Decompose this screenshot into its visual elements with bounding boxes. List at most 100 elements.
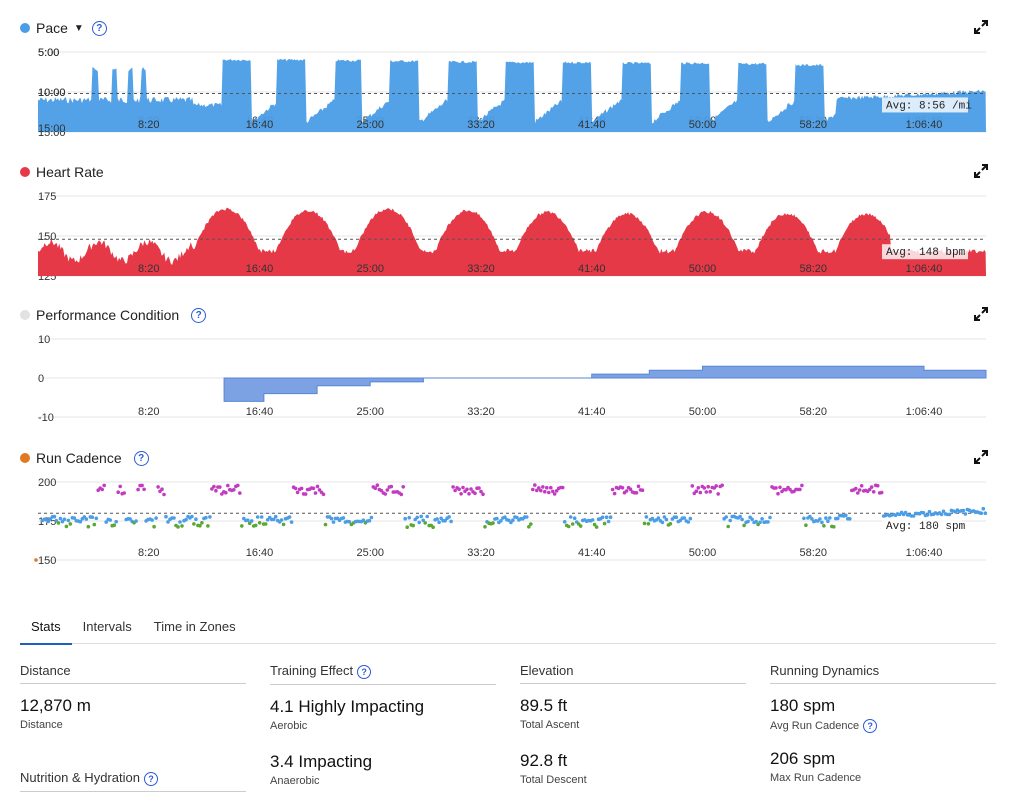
cadence-point: [200, 521, 204, 525]
cadence-point: [640, 488, 645, 492]
cadence-point: [706, 484, 710, 489]
cadence-point: [253, 523, 258, 528]
anaerobic-label: Anaerobic: [270, 774, 320, 787]
help-icon[interactable]: ?: [863, 719, 878, 733]
expand-icon[interactable]: [974, 307, 988, 321]
cadence-point: [465, 487, 469, 492]
expand-icon[interactable]: [974, 450, 988, 464]
cadence-point: [62, 517, 67, 522]
y-tick-label: 200: [38, 477, 56, 489]
pace-chart[interactable]: 5:00 10:00 15:00 8:20 16:40 25:00 33:20 41:40 50…: [0, 40, 1024, 158]
max-cadence-label: Max Run Cadence: [770, 772, 862, 784]
x-tick-label-overlay: 16:40: [246, 263, 274, 275]
max-cadence-value: 206 spm: [770, 749, 836, 768]
cadence-point: [249, 519, 254, 523]
help-icon[interactable]: ?: [91, 20, 107, 36]
y-tick-label: 10: [38, 334, 50, 346]
avg-label: Avg: 148 bpm: [886, 247, 966, 259]
cadence-point: [844, 513, 848, 518]
chevron-down-icon[interactable]: ▼: [73, 22, 84, 34]
cadence-point: [34, 558, 38, 562]
help-icon[interactable]: ?: [191, 307, 207, 323]
cadence-point: [437, 520, 441, 524]
pace-header: Pace ▼ ?: [20, 18, 107, 38]
cadence-point: [247, 521, 252, 526]
cadence-point: [798, 487, 802, 492]
cadence-point: [86, 524, 91, 529]
cadence-point: [140, 483, 144, 488]
cadence-point: [68, 522, 73, 526]
cadence-point: [453, 488, 457, 493]
cadence-point: [403, 516, 408, 521]
cadence-point: [58, 516, 63, 521]
x-tick-label: 50:00: [689, 547, 717, 559]
cadence-point: [600, 515, 605, 520]
x-tick-label-overlay: 50:00: [689, 263, 717, 275]
tab-intervals[interactable]: Intervals: [82, 619, 132, 634]
help-icon[interactable]: ?: [133, 450, 149, 466]
nutrition-header: Nutrition & Hydration?: [20, 770, 246, 792]
y-tick-label: 150: [38, 555, 56, 567]
cadence-point: [694, 489, 699, 493]
cadence-title: Run Cadence: [36, 450, 122, 466]
cadence-point: [612, 491, 617, 496]
cadence-point: [724, 515, 728, 519]
cadence-point: [263, 522, 268, 526]
avg-label: Avg: 180 spm: [886, 521, 966, 533]
cadence-point: [766, 520, 770, 524]
perf-chart[interactable]: 10 0 -10 8:20 16:40 25:00 33:20 41:40 50:00 58:20…: [0, 327, 1024, 445]
cadence-point: [347, 520, 352, 524]
cadence-point: [738, 514, 742, 519]
expand-icon[interactable]: [974, 20, 988, 34]
cadence-point: [375, 483, 380, 487]
cadence-point: [776, 491, 780, 496]
total-descent-value: 92.8 ft: [520, 751, 568, 770]
cadence-point: [560, 485, 565, 490]
cadence-point: [194, 517, 198, 521]
tab-stats[interactable]: Stats: [20, 615, 72, 645]
total-ascent-value: 89.5 ft: [520, 696, 568, 715]
cadence-point: [662, 515, 667, 519]
help-icon[interactable]: ?: [143, 771, 158, 786]
cadence-point: [822, 524, 826, 528]
cadence-point: [136, 487, 140, 492]
cadence-point: [479, 489, 483, 494]
x-tick-label: 1:06:40: [906, 547, 943, 559]
hr-legend-dot: [20, 167, 30, 177]
distance-header: Distance: [20, 663, 246, 684]
cadence-point: [435, 517, 439, 521]
expand-icon[interactable]: [974, 164, 988, 178]
cadence-point: [740, 517, 744, 522]
tab-time-in-zones[interactable]: Time in Zones: [153, 619, 236, 634]
training-effect-header: Training Effect?: [270, 663, 496, 685]
cadence-point: [190, 514, 194, 519]
cadence-point: [810, 517, 814, 521]
help-icon[interactable]: ?: [357, 664, 372, 679]
cadence-point: [604, 515, 609, 519]
cadence-point: [742, 523, 746, 528]
x-tick-label-overlay: 41:40: [578, 263, 606, 275]
cadence-point: [56, 521, 61, 525]
nutrition-header-label: Nutrition & Hydration: [20, 770, 140, 785]
x-tick-label: 50:00: [689, 406, 717, 418]
cadence-point: [594, 525, 599, 529]
cadence-point: [192, 522, 196, 526]
cadence-point: [592, 522, 597, 527]
cadence-point: [224, 490, 228, 495]
cadence-point: [321, 492, 326, 497]
elevation-header: Elevation: [520, 663, 746, 684]
cadence-point: [389, 484, 394, 489]
cadence-point: [646, 522, 651, 526]
cadence-point: [704, 490, 709, 494]
cadence-point: [802, 516, 806, 521]
aerobic-value: 4.1 Highly Impacting: [270, 696, 425, 716]
x-tick-label: 41:40: [578, 547, 606, 559]
cadence-point: [459, 492, 463, 496]
cadence-point: [541, 485, 545, 489]
cadence-point: [415, 515, 420, 520]
cadence-chart[interactable]: 2001751508:2016:4025:0033:2041:4050:0058…: [0, 470, 1024, 592]
cadence-point: [570, 522, 575, 526]
pace-legend-dot: [20, 23, 30, 33]
cadence-point: [754, 519, 758, 524]
